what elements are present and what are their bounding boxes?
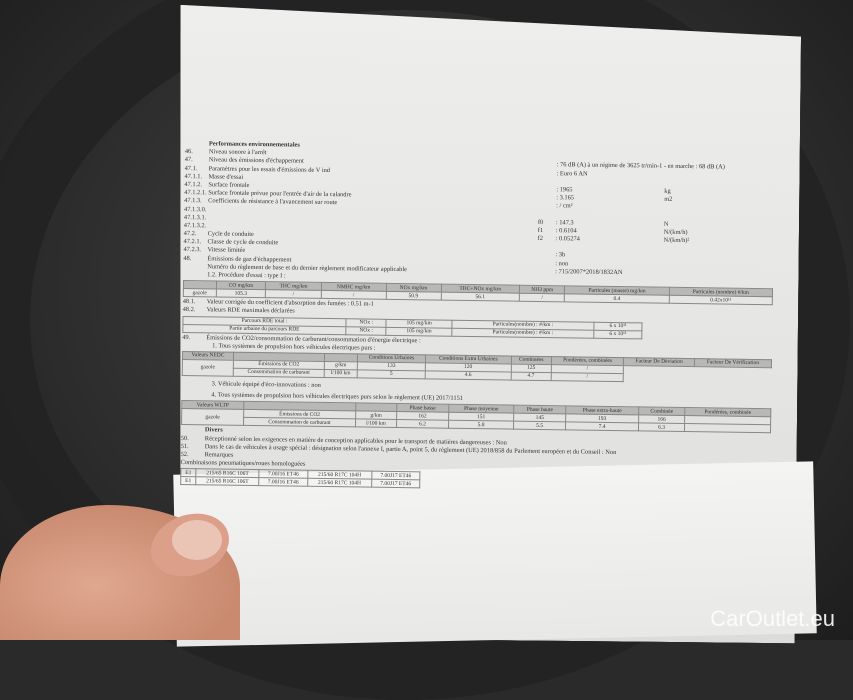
table-cell: 4.6 <box>425 371 511 380</box>
line-sym <box>537 276 551 284</box>
table-cell: 0.42x10¹¹ <box>669 295 772 304</box>
line-sym <box>537 268 551 276</box>
table-cell <box>684 424 770 433</box>
line-unit: N <box>664 220 669 228</box>
table-cell: 5 <box>357 370 425 379</box>
line-sym <box>537 260 551 268</box>
line-num <box>183 271 207 280</box>
table-cell: gazole <box>182 409 244 426</box>
table-cell: Partie urbaine du parcours RDE <box>183 324 346 334</box>
line-sym <box>537 243 551 251</box>
table-cell: Consommation de carburant <box>233 368 324 377</box>
line-sym <box>539 161 553 169</box>
line-sym <box>538 178 552 186</box>
table-cell: Particules(nombre) : #/km : <box>452 328 594 338</box>
line-unit: N/(km/h)² <box>664 237 690 246</box>
table-cell: / <box>551 373 624 382</box>
table-cell: 215/65 R16C 106T <box>196 477 260 486</box>
watermark-logo: CarOutlet.eu <box>710 606 835 632</box>
line-num: 52. <box>181 451 205 460</box>
line-sym <box>539 170 553 178</box>
table-cell: Facteur De Déviation <box>624 358 695 367</box>
table-cell: 4.7 <box>511 372 551 381</box>
line-num: 51. <box>181 443 205 452</box>
table-cell: Consommation de carburant <box>243 418 355 428</box>
table-cell: 215/60 R17C 104H <box>307 478 372 487</box>
line-num: 49. <box>182 334 206 343</box>
table-cell: 5.8 <box>448 421 514 430</box>
table-cell: 5.5 <box>514 421 566 430</box>
line-num: 48.2. <box>183 306 207 315</box>
line-sym <box>538 210 552 218</box>
certificate-content: Performances environnementales 46.Niveau… <box>180 140 775 494</box>
line-sym <box>537 251 551 259</box>
table-cell: gazole <box>182 359 233 376</box>
line-num: 47.1. <box>185 165 209 174</box>
table-cell: 6.3 <box>639 423 685 432</box>
table-cell: 0.4 <box>565 294 670 303</box>
line-label: Valeurs RDE maximales déclarées <box>207 307 295 316</box>
line-sym: f0 <box>538 219 552 227</box>
table-cell: / <box>321 291 386 300</box>
line-sym <box>538 202 552 210</box>
line-sym <box>539 153 553 161</box>
table-cell: 6.2 <box>396 420 448 429</box>
line-unit: m2 <box>664 196 672 204</box>
line-value <box>555 276 635 285</box>
line-num: 48.1. <box>183 298 207 307</box>
line-num <box>183 263 207 272</box>
line-num: 47.2.1. <box>184 238 208 247</box>
table-cell: / <box>519 293 564 302</box>
line-sym <box>538 186 552 194</box>
line-num: 48. <box>183 255 207 264</box>
table-cell: E1 <box>181 469 196 477</box>
table-cell: 56.1 <box>441 292 520 301</box>
line-unit: kg <box>664 188 671 196</box>
table-cell: / <box>266 290 322 299</box>
table-cell: E1 <box>181 477 196 485</box>
table-cell: NOx : <box>346 326 386 335</box>
line-num: 47.2.3. <box>183 246 207 255</box>
table-cell: 105 mg/km <box>386 327 452 336</box>
table-cell: 7.00J16 ET46 <box>259 478 307 487</box>
table-cell: l/100 km <box>324 369 357 377</box>
table-cell: 7.00J17 ET46 <box>372 479 420 488</box>
line-unit: N/(km/h) <box>664 229 688 238</box>
table-cell: l/100 km <box>355 419 396 428</box>
thumbnail <box>172 520 222 560</box>
line-num: 50. <box>181 434 205 443</box>
table-cell: gazole <box>183 289 216 297</box>
line-num: 47. <box>185 156 209 165</box>
line-sym <box>538 194 552 202</box>
line-sym: f1 <box>538 227 552 235</box>
table-cell: Facteur De Vérification <box>694 359 771 368</box>
line-num: 46. <box>185 148 209 157</box>
table-cell: 6 x 10¹¹ <box>594 330 642 339</box>
table-cell: 50.9 <box>386 292 441 301</box>
table-cell: 105.3 <box>216 289 266 298</box>
table-cell: 7.4 <box>565 422 638 431</box>
line-sym: f2 <box>538 235 552 243</box>
